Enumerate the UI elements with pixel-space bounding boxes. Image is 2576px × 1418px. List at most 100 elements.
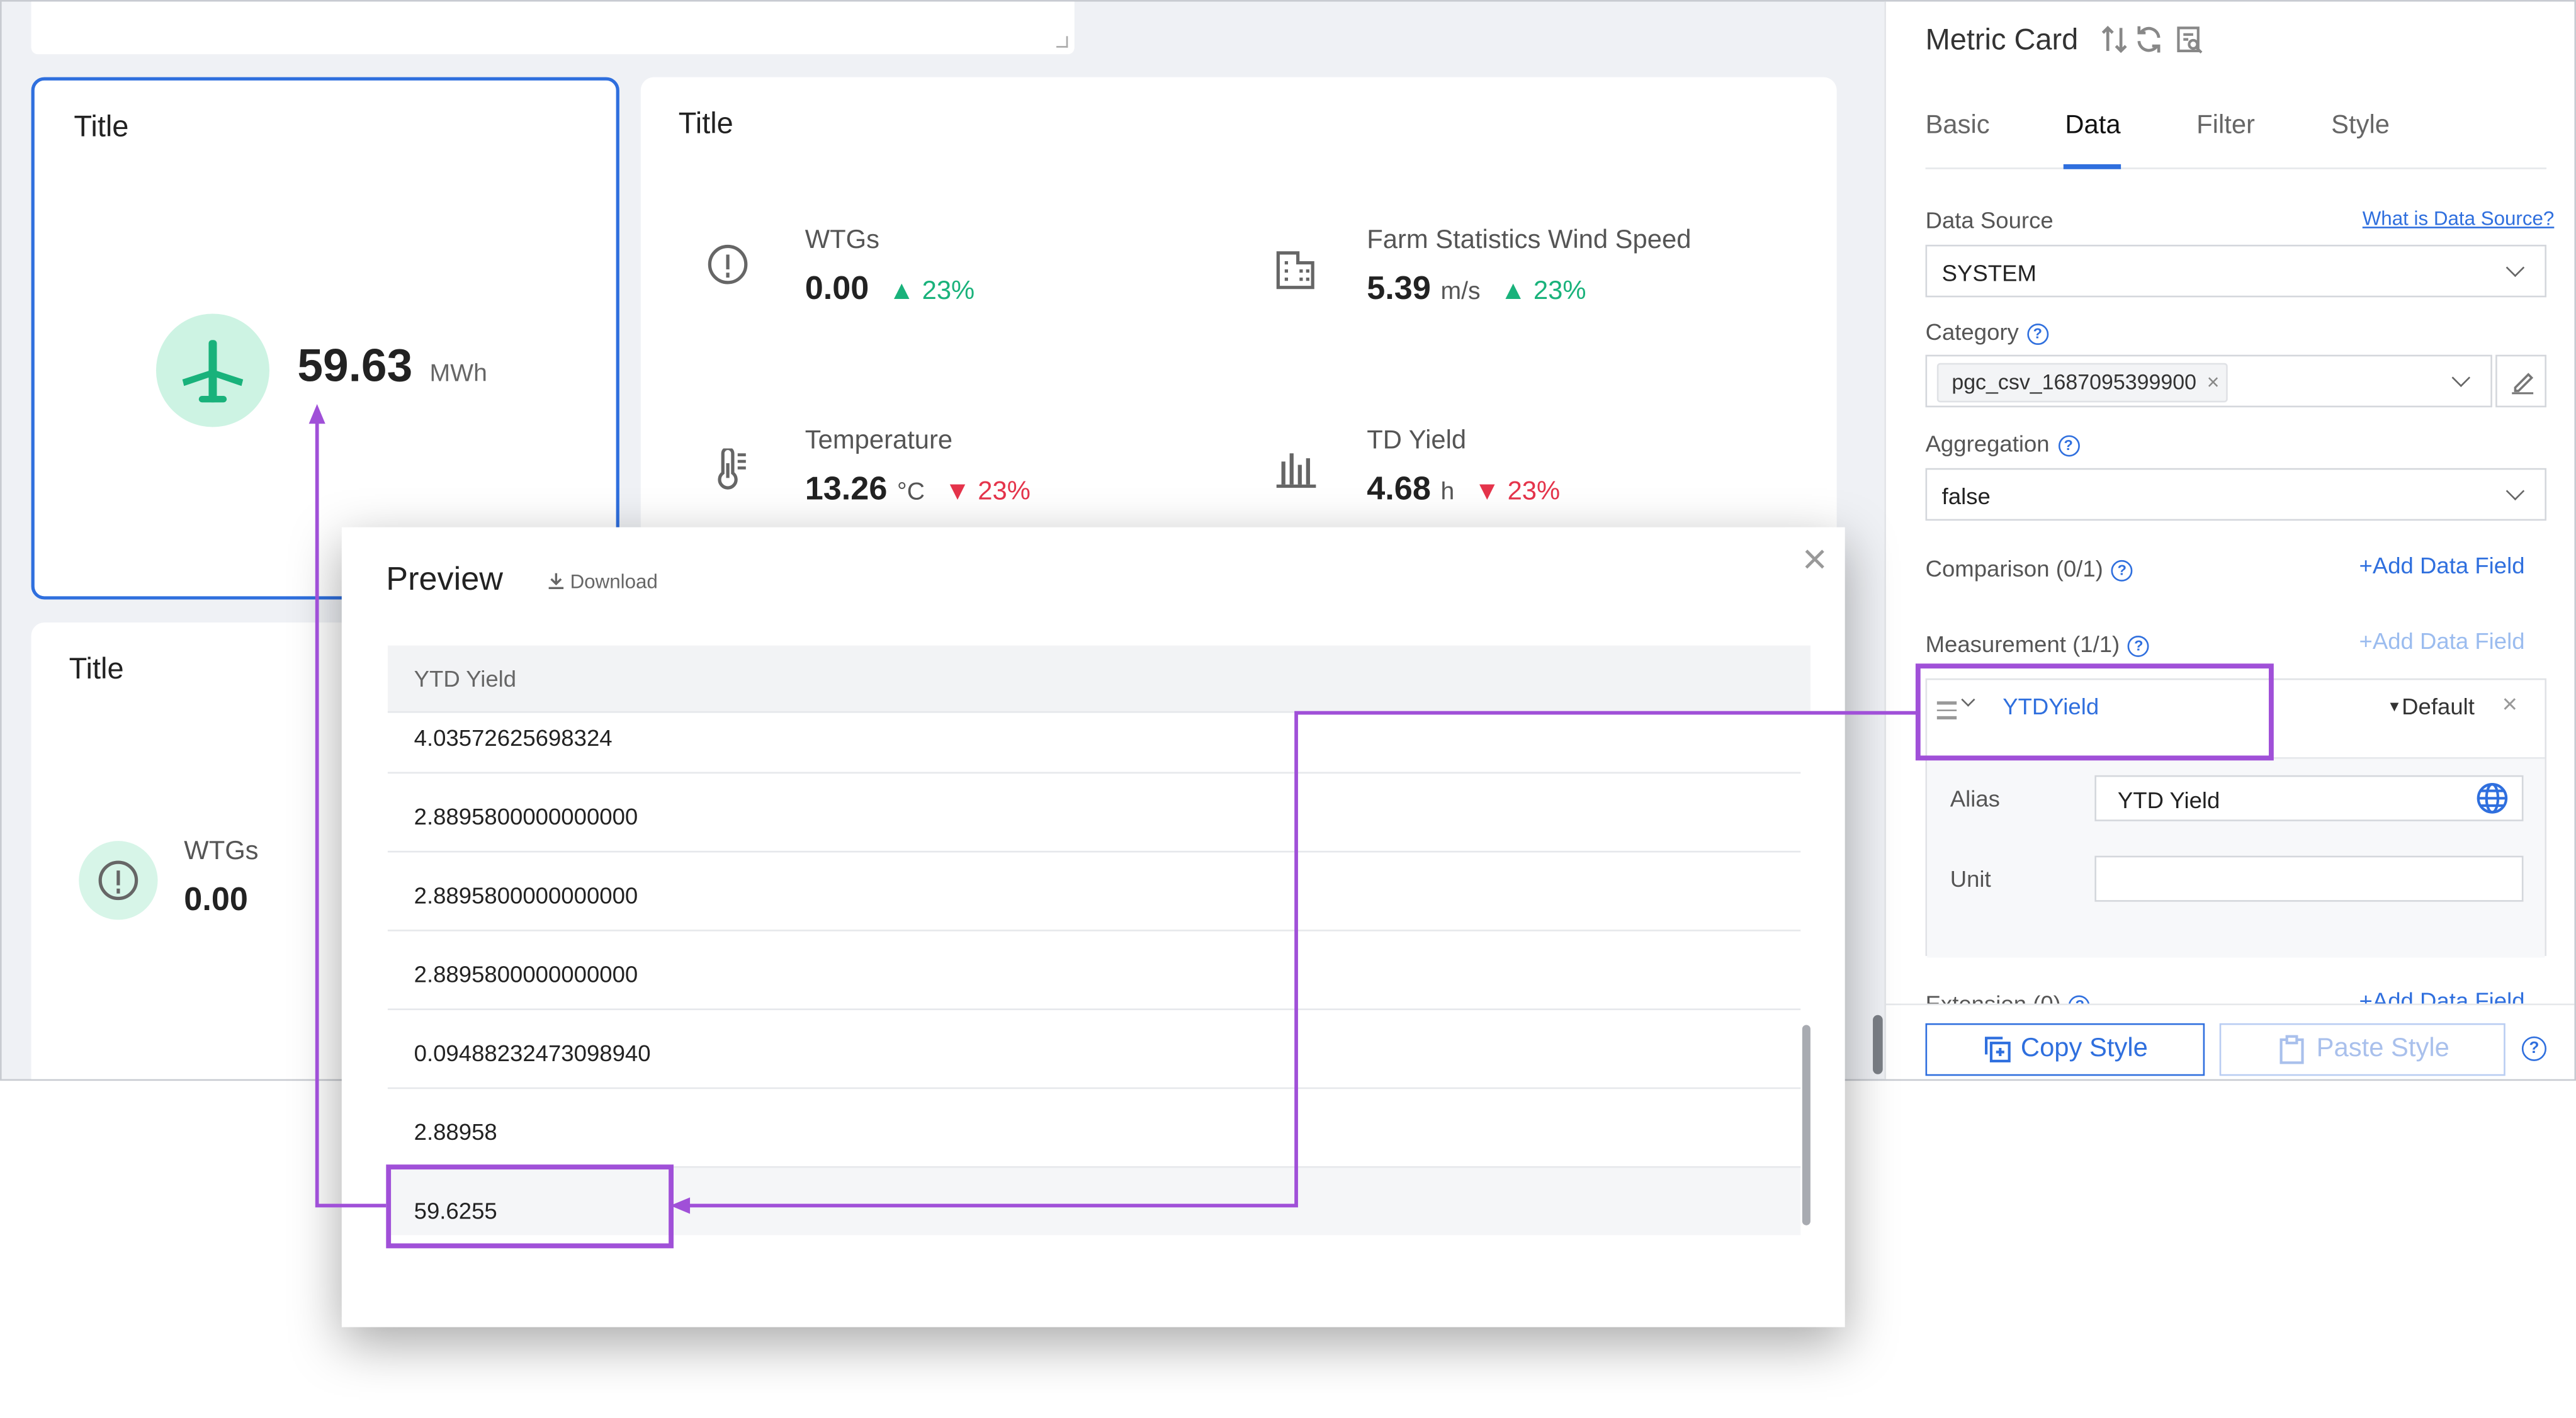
big-metric-value: 59.63 MWh <box>297 340 487 393</box>
inspect-icon[interactable] <box>2175 25 2205 62</box>
table-row: 4.03572625698324 <box>387 713 1801 774</box>
refresh-icon[interactable] <box>2134 25 2164 62</box>
data-source-select[interactable]: SYSTEM <box>1925 244 2547 298</box>
category-label: Category? <box>1926 318 2048 346</box>
what-is-data-source-link[interactable]: What is Data Source? <box>2362 206 2555 230</box>
add-measurement-field-button[interactable]: +Add Data Field <box>2359 627 2525 654</box>
canvas-scrollbar[interactable] <box>1873 1015 1883 1074</box>
paste-style-button[interactable]: Paste Style <box>2219 1023 2505 1076</box>
help-icon[interactable]: ? <box>2111 560 2133 582</box>
unit-input[interactable] <box>2094 855 2524 902</box>
edit-category-button[interactable] <box>2495 354 2547 408</box>
thermometer-icon <box>715 446 754 499</box>
resize-handle-icon[interactable] <box>1056 36 1068 48</box>
metric-unit: MWh <box>429 359 487 388</box>
sort-icon[interactable] <box>2099 25 2129 62</box>
aggregation-label-text: Aggregation <box>1925 430 2050 457</box>
download-label: Download <box>570 570 658 594</box>
globe-icon[interactable] <box>2476 782 2509 814</box>
table-cell: 2.88958 <box>414 1118 497 1145</box>
metric-name: WTGs <box>805 227 880 255</box>
clipboard-icon <box>2279 1035 2304 1064</box>
aggregation-value: false <box>1941 483 1991 510</box>
turbine-icon <box>155 313 269 427</box>
help-icon[interactable]: ? <box>2521 1036 2547 1061</box>
metric-value: 0.00 ▲ 23% <box>805 271 974 309</box>
comparison-label: Comparison (0/1)? <box>1926 555 2133 582</box>
extension-label: Extension (0)? <box>1926 991 2091 1004</box>
metric-unit: m/s <box>1440 278 1481 306</box>
column-header-ytd-yield[interactable]: YTD Yield <box>414 665 517 692</box>
metric-value: 13.26 °C ▼ 23% <box>805 471 1031 509</box>
remove-field-icon[interactable]: × <box>2502 691 2517 720</box>
metric-name: Farm Statistics Wind Speed <box>1367 227 1692 255</box>
category-select[interactable]: pgc_csv_1687095399900 × <box>1925 354 2492 408</box>
alias-value: YTD Yield <box>2117 787 2220 813</box>
tab-data[interactable]: Data <box>2065 111 2121 140</box>
dashboard-app: Title 59.63 MWh Title <box>0 0 2576 1081</box>
drag-handle-icon[interactable] <box>1936 701 1957 719</box>
metric-name: Temperature <box>805 427 953 455</box>
data-source-value: SYSTEM <box>1941 259 2037 286</box>
metric-number: 5.39 <box>1367 271 1431 308</box>
tab-active-indicator <box>2063 164 2121 169</box>
annotation-arrow-to-card <box>315 414 387 1208</box>
extension-row-clip: Extension (0)? +Add Data Field <box>1886 981 2574 1004</box>
table-cell: 2.8895800000000000 <box>414 882 638 909</box>
measurement-field-name[interactable]: YTDYield <box>2003 693 2099 720</box>
metric-name: TD Yield <box>1367 427 1467 455</box>
metric-unit: h <box>1440 478 1455 506</box>
preview-modal: Preview Download × YTD Yield 4.035726256… <box>341 527 1845 1327</box>
tab-bar <box>1925 167 2547 169</box>
measurement-default-text: Default <box>2402 693 2475 720</box>
trend-down: ▼ 23% <box>1474 478 1561 506</box>
copy-style-button[interactable]: Copy Style <box>1925 1023 2205 1076</box>
card-title: Title <box>74 110 129 143</box>
top-partial-card[interactable] <box>31 1 1075 55</box>
table-row: 0.09488232473098940 <box>387 1010 1801 1089</box>
add-extension-field-button[interactable]: +Add Data Field <box>2359 987 2525 1004</box>
edit-icon <box>2512 373 2534 395</box>
bar-chart-icon <box>1275 448 1318 499</box>
table-body: 4.03572625698324 2.8895800000000000 2.88… <box>342 713 1845 1235</box>
help-icon[interactable]: ? <box>2128 635 2150 657</box>
annotation-box-measurement <box>1915 663 2274 761</box>
metric-card-selected[interactable]: Title 59.63 MWh <box>31 77 619 600</box>
annotation-box-cell <box>386 1164 674 1249</box>
close-icon[interactable]: × <box>1802 534 1827 583</box>
alias-label: Alias <box>1950 785 2000 812</box>
tab-style[interactable]: Style <box>2331 111 2390 140</box>
tab-filter[interactable]: Filter <box>2196 111 2255 140</box>
help-icon[interactable]: ? <box>2057 435 2079 457</box>
table-row: 2.88958 <box>387 1089 1801 1168</box>
unit-label: Unit <box>1950 865 1991 892</box>
add-comparison-field-button[interactable]: +Add Data Field <box>2359 551 2525 578</box>
metric-value: 0.00 <box>184 882 248 918</box>
trend-up: ▲ 23% <box>1500 278 1586 306</box>
extension-label-text: Extension (0) <box>1925 990 2061 1004</box>
table-row: 2.8895800000000000 <box>387 852 1801 931</box>
multi-metric-card[interactable]: Title WTGs 0.00 ▲ 23% Farm S <box>640 77 1837 603</box>
trend-up: ▲ 23% <box>888 278 975 306</box>
aggregation-default-dropdown[interactable]: ▼Default <box>2387 693 2475 719</box>
category-tag: pgc_csv_1687095399900 × <box>1936 363 2228 403</box>
tab-basic[interactable]: Basic <box>1925 111 1990 140</box>
measurement-label: Measurement (1/1)? <box>1926 631 2150 657</box>
close-icon[interactable]: × <box>2206 369 2220 395</box>
panel-title: Metric Card <box>1925 23 2079 56</box>
alias-input[interactable]: YTD Yield <box>2094 775 2524 821</box>
caret-down-icon: ▼ <box>2387 698 2402 715</box>
alert-circle-icon <box>79 841 158 920</box>
metric-value: 4.68 h ▼ 23% <box>1367 471 1560 509</box>
table-scrollbar[interactable] <box>1802 1025 1811 1225</box>
table-cell: 4.03572625698324 <box>414 724 613 751</box>
arrowhead-left <box>670 1197 691 1214</box>
comparison-label-text: Comparison (0/1) <box>1925 555 2103 582</box>
metric-number: 13.26 <box>805 471 888 508</box>
footer-divider <box>1885 1003 2575 1006</box>
download-button[interactable]: Download <box>547 570 658 594</box>
aggregation-select[interactable]: false <box>1925 468 2547 521</box>
help-icon[interactable]: ? <box>2026 324 2048 346</box>
measurement-item: YTDYield ▼Default × Alias YTD Yield Unit <box>1925 678 2547 958</box>
